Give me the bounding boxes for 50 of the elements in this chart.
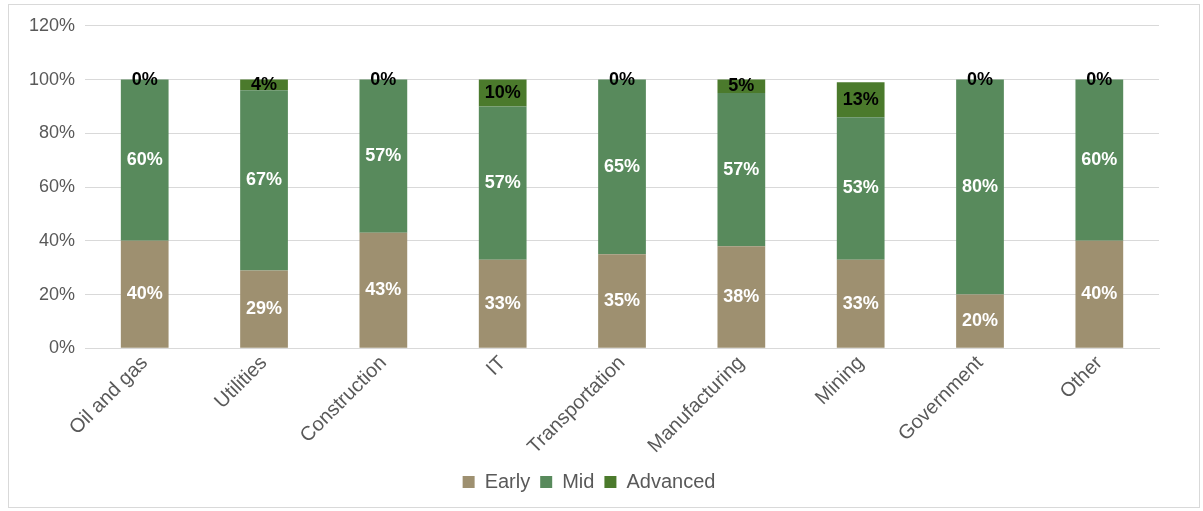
bar	[359, 232, 408, 348]
x-tick-label: IT	[481, 351, 510, 380]
bar	[1075, 240, 1124, 348]
data-label: 0%	[131, 68, 158, 89]
y-tick-label: 20%	[39, 283, 76, 304]
data-label: 43%	[365, 279, 402, 300]
data-label: 67%	[246, 169, 283, 190]
bar	[836, 117, 885, 260]
y-tick-label: 60%	[39, 176, 76, 197]
data-label: 57%	[365, 145, 402, 166]
data-label: 5%	[728, 75, 755, 96]
y-tick-label: 0%	[49, 337, 76, 358]
data-label: 35%	[604, 290, 641, 311]
data-label: 65%	[604, 155, 641, 176]
bar	[120, 240, 169, 348]
data-label: 0%	[370, 68, 397, 89]
bar	[478, 259, 527, 348]
data-label: 10%	[484, 81, 521, 102]
data-label: 38%	[723, 286, 760, 307]
data-label: 80%	[961, 176, 999, 197]
data-label: 60%	[126, 149, 163, 170]
bar	[717, 93, 766, 247]
data-label: 33%	[842, 292, 879, 313]
data-label: 60%	[1081, 149, 1118, 170]
data-label: 33%	[484, 292, 521, 313]
data-label: 0%	[1086, 68, 1113, 89]
data-label: 40%	[1081, 283, 1118, 304]
bar	[240, 90, 288, 271]
data-label: 13%	[842, 88, 879, 109]
data-label: 0%	[967, 68, 994, 89]
legend-label: Mid	[562, 469, 595, 492]
data-label: 0%	[609, 68, 636, 89]
data-label: 29%	[246, 298, 283, 319]
legend-label: Advanced	[626, 469, 716, 492]
bar	[478, 106, 527, 260]
data-label: 20%	[961, 310, 999, 331]
y-tick-label: 40%	[39, 229, 76, 250]
data-label: 57%	[723, 158, 760, 179]
bar	[717, 246, 766, 348]
bar	[598, 254, 646, 348]
bar	[240, 270, 288, 348]
data-label: 40%	[126, 283, 163, 304]
data-label: 57%	[484, 172, 521, 193]
bar	[836, 259, 885, 348]
legend-label: Early	[484, 469, 531, 492]
data-label: 53%	[842, 177, 879, 198]
y-tick-label: 120%	[28, 14, 76, 35]
y-tick-label: 100%	[28, 68, 76, 89]
y-tick-label: 80%	[39, 122, 76, 143]
data-label: 4%	[251, 73, 278, 94]
